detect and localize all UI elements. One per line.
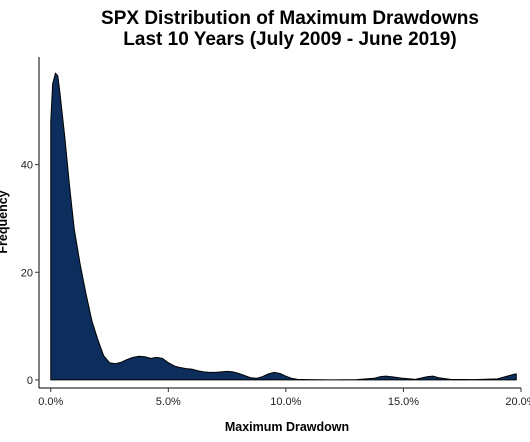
density-layer [50,72,517,381]
y-tick-label: 40 [21,160,33,172]
x-ticks: 0.0% 5.0% 10.0% 15.0% 20.0% [38,388,530,408]
y-ticks: 0 20 40 [21,160,39,387]
y-axis-title: Frequency [0,190,10,253]
x-axis-title: Maximum Drawdown [225,420,349,434]
y-tick-label: 20 [21,267,33,279]
x-tick-label: 20.0% [505,396,530,408]
chart-title-line-2: Last 10 Years (July 2009 - June 2019) [123,29,456,50]
x-tick-label: 5.0% [156,396,181,408]
density-area [50,72,517,381]
x-tick-label: 0.0% [38,396,63,408]
x-tick-label: 10.0% [270,396,301,408]
x-tick-label: 15.0% [388,396,419,408]
chart-title-line-1: SPX Distribution of Maximum Drawdowns [101,8,479,29]
y-tick-label: 0 [27,375,33,387]
